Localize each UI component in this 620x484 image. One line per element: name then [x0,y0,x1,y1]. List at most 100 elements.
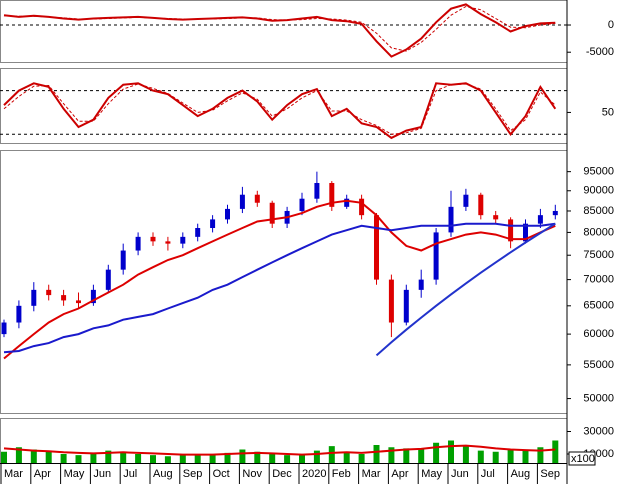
y-tick-label: 85000 [583,205,614,217]
candle-body [418,279,424,290]
candle-body [552,210,558,216]
volume-bar [194,454,201,463]
candle-body [537,215,543,224]
volume-bar [299,455,305,463]
candle-body [120,250,126,270]
volume-bar [120,451,127,463]
volume-bar [30,449,37,463]
volume-bar [477,450,484,463]
volume-bar [105,450,112,463]
candle-body [165,241,171,244]
series-line [3,83,556,135]
candle-body [344,198,350,207]
volume-bar [552,440,559,463]
candle-body [61,295,67,301]
x-tick-label: Aug [511,468,531,480]
volume-bar [522,450,529,463]
volume-bar [507,449,514,463]
x-tick-label: May [421,468,442,480]
y-tick-label: 75000 [583,249,614,261]
volume-bar [239,449,246,463]
volume-bar [462,446,469,463]
candle-body [329,182,335,207]
candle-body [493,215,499,220]
candle-body [1,322,7,335]
candle-body [433,232,439,280]
volume-bar [45,451,52,463]
volume-bar [418,449,425,463]
candle-body [299,198,305,211]
candle-body [31,289,37,306]
x-tick-label: 2020 [302,468,326,480]
volume-bar [90,452,97,463]
y-tick-label: 30000 [583,425,614,437]
x-tick-label: Jul [481,468,495,480]
x-tick-label: Jun [451,468,469,480]
x-tick-label: Oct [213,468,230,480]
candle-body [195,228,201,237]
volume-bar [313,450,320,463]
volume-bar [343,451,350,463]
candle-body [254,194,260,203]
y-tick-label: 0 [608,19,614,31]
volume-bar [448,440,454,463]
series-line [375,222,556,357]
candle-body [403,289,409,323]
volume-bar [537,447,544,463]
volume-bar [269,454,276,463]
y-tick-label: 55000 [583,359,614,371]
x-tick-label: Sep [183,468,203,480]
candle-body [180,236,186,244]
volume-bar [75,455,82,463]
y-tick-label: 50000 [583,392,614,404]
x-tick-label: Aug [153,468,173,480]
candle-body [76,300,81,304]
candle-body [388,279,394,323]
candle-body [463,194,469,207]
unit-label: x100 [571,453,595,465]
x-tick-label: Mar [4,468,23,480]
y-tick-label: -5000 [586,46,614,58]
volume-bar [164,456,171,463]
y-tick-label: 90000 [583,185,614,197]
candle-body [314,182,320,199]
candle-body [269,202,275,224]
x-tick-label: Nov [242,468,262,480]
x-tick-label: Apr [391,468,408,480]
y-tick-label: 80000 [583,226,614,238]
volume-bar [150,455,156,463]
volume-bar [373,445,380,463]
volume-bar [403,448,410,463]
x-tick-label: Dec [272,468,292,480]
volume-bar [284,455,291,463]
volume-bar [15,447,22,463]
x-tick-label: May [64,468,85,480]
volume-bar [433,442,440,463]
candle-body [135,236,141,251]
candle-body [359,198,365,216]
candle-body [239,194,245,209]
series-line [3,222,556,354]
volume-bar [254,451,261,463]
y-tick-label: 70000 [583,274,614,286]
candle-body [210,219,216,229]
volume-bar [60,454,67,463]
candle-body [508,219,514,242]
candle-body [523,223,528,242]
volume-bar [358,454,365,463]
candle-body [90,289,96,304]
candle-body [16,305,22,323]
candle-body [225,208,230,220]
series-line [3,5,556,52]
volume-bar [209,455,216,463]
candle-body [374,215,379,280]
volume-bar [492,451,499,463]
candle-body [46,289,52,296]
volume-bar [1,451,7,463]
series-line [3,3,556,58]
unit-box [568,451,596,466]
series-line [3,199,556,360]
y-tick-label: 50 [602,106,614,118]
volume-bar [388,447,395,463]
